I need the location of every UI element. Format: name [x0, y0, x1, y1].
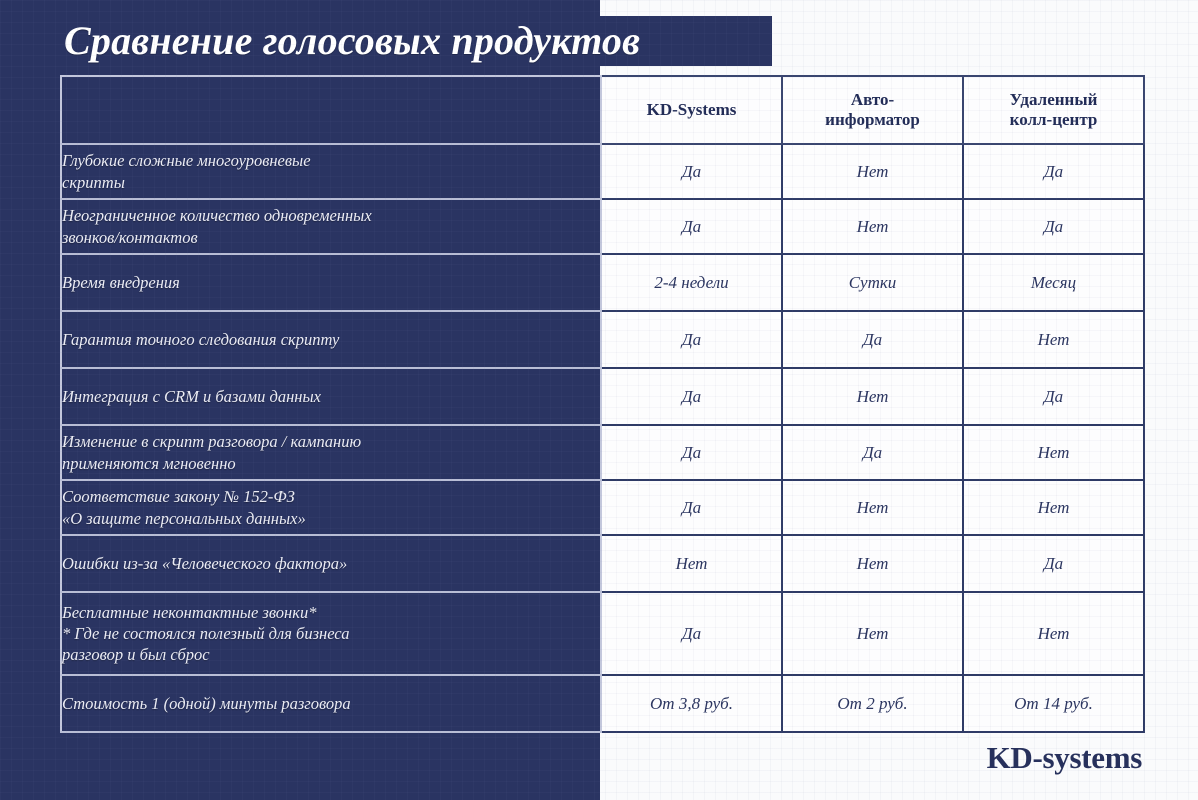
column-label-remote-call-center-line1: Удаленный [1009, 89, 1098, 109]
value-cell-remote-call-center: Месяц [962, 253, 1145, 312]
value-cell-kd-systems: Да [600, 367, 783, 426]
column-label-auto-informer-line1: Авто- [850, 89, 895, 109]
value-cell-remote-call-center: Нет [962, 591, 1145, 676]
page-title: Сравнение голосовых продуктов [64, 18, 641, 63]
feature-text-line1: Ошибки из-за «Человеческого фактора» [62, 553, 348, 573]
value-cell-auto-informer: Нет [781, 367, 964, 426]
value-cell-auto-informer: Нет [781, 479, 964, 536]
feature-cell: Бесплатные неконтактные звонки* * Где не… [60, 591, 602, 676]
feature-text-line1: Интеграция с CRM и базами данных [62, 386, 321, 406]
table-row: Неограниченное количество одновременных … [60, 198, 1145, 255]
feature-text-line2: звонков/контактов [62, 227, 198, 247]
value-cell-auto-informer: Да [781, 424, 964, 481]
feature-text-line1: Бесплатные неконтактные звонки* [62, 602, 317, 622]
table-row: Бесплатные неконтактные звонки* * Где не… [60, 591, 1145, 676]
table-header-feature [60, 75, 602, 145]
value-cell-auto-informer: Да [781, 310, 964, 369]
feature-text-line1: Неограниченное количество одновременных [62, 206, 372, 226]
feature-text-line2: скрипты [62, 172, 125, 192]
feature-text-line2: применяются мгновенно [62, 453, 236, 473]
feature-text-line3: разговор и был сброс [62, 645, 210, 665]
table-row: Интеграция с CRM и базами данных Да Нет … [60, 367, 1145, 426]
table-row: Стоимость 1 (одной) минуты разговора От … [60, 674, 1145, 733]
value-cell-remote-call-center: Нет [962, 479, 1145, 536]
value-cell-remote-call-center: Да [962, 534, 1145, 593]
column-label-kd-systems: KD-Systems [646, 99, 737, 119]
feature-text-line1: Гарантия точного следования скрипту [62, 329, 340, 349]
value-cell-remote-call-center: Да [962, 367, 1145, 426]
slide-title-banner: Сравнение голосовых продуктов [62, 16, 772, 66]
value-cell-kd-systems: Да [600, 198, 783, 255]
table-header-auto-informer: Авто- информатор [781, 75, 964, 145]
feature-cell: Неограниченное количество одновременных … [60, 198, 602, 255]
feature-text-line2: * Где не состоялся полезный для бизнеса [62, 623, 350, 643]
value-cell-kd-systems: Да [600, 424, 783, 481]
feature-text-line1: Соответствие закону № 152-ФЗ [62, 487, 295, 507]
column-label-remote-call-center-line2: колл-центр [1009, 110, 1098, 129]
feature-text-line1: Изменение в скрипт разговора / кампанию [62, 432, 362, 452]
value-cell-auto-informer: Нет [781, 198, 964, 255]
feature-cell: Ошибки из-за «Человеческого фактора» [60, 534, 602, 593]
feature-text-line1: Глубокие сложные многоуровневые [62, 151, 311, 171]
feature-cell: Интеграция с CRM и базами данных [60, 367, 602, 426]
table-row: Время внедрения 2-4 недели Сутки Месяц [60, 253, 1145, 312]
table-row: Изменение в скрипт разговора / кампанию … [60, 424, 1145, 481]
table-header-remote-call-center: Удаленный колл-центр [962, 75, 1145, 145]
feature-text-line1: Стоимость 1 (одной) минуты разговора [62, 693, 351, 713]
table-row: Ошибки из-за «Человеческого фактора» Нет… [60, 534, 1145, 593]
value-cell-auto-informer: Нет [781, 143, 964, 200]
value-cell-remote-call-center: Нет [962, 424, 1145, 481]
table-header-kd-systems: KD-Systems [600, 75, 783, 145]
value-cell-remote-call-center: От 14 руб. [962, 674, 1145, 733]
value-cell-auto-informer: Нет [781, 534, 964, 593]
value-cell-auto-informer: От 2 руб. [781, 674, 964, 733]
value-cell-remote-call-center: Да [962, 143, 1145, 200]
feature-cell: Время внедрения [60, 253, 602, 312]
value-cell-remote-call-center: Нет [962, 310, 1145, 369]
value-cell-auto-informer: Сутки [781, 253, 964, 312]
feature-text-line1: Время внедрения [62, 272, 180, 292]
value-cell-auto-informer: Нет [781, 591, 964, 676]
feature-cell: Гарантия точного следования скрипту [60, 310, 602, 369]
value-cell-kd-systems: Нет [600, 534, 783, 593]
table-header-row: KD-Systems Авто- информатор Удаленный ко… [60, 75, 1145, 145]
value-cell-kd-systems: Да [600, 591, 783, 676]
column-label-auto-informer-line2: информатор [825, 110, 920, 129]
value-cell-kd-systems: 2-4 недели [600, 253, 783, 312]
value-cell-remote-call-center: Да [962, 198, 1145, 255]
feature-text-line2: «О защите персональных данных» [62, 508, 306, 528]
feature-cell: Глубокие сложные многоуровневые скрипты [60, 143, 602, 200]
company-logo: KD-systems [986, 740, 1143, 775]
value-cell-kd-systems: Да [600, 479, 783, 536]
table-row: Соответствие закону № 152-ФЗ «О защите п… [60, 479, 1145, 536]
table-row: Гарантия точного следования скрипту Да Д… [60, 310, 1145, 369]
comparison-table: KD-Systems Авто- информатор Удаленный ко… [60, 75, 1145, 733]
value-cell-kd-systems: От 3,8 руб. [600, 674, 783, 733]
feature-cell: Стоимость 1 (одной) минуты разговора [60, 674, 602, 733]
table-row: Глубокие сложные многоуровневые скрипты … [60, 143, 1145, 200]
value-cell-kd-systems: Да [600, 143, 783, 200]
feature-cell: Соответствие закону № 152-ФЗ «О защите п… [60, 479, 602, 536]
feature-cell: Изменение в скрипт разговора / кампанию … [60, 424, 602, 481]
value-cell-kd-systems: Да [600, 310, 783, 369]
